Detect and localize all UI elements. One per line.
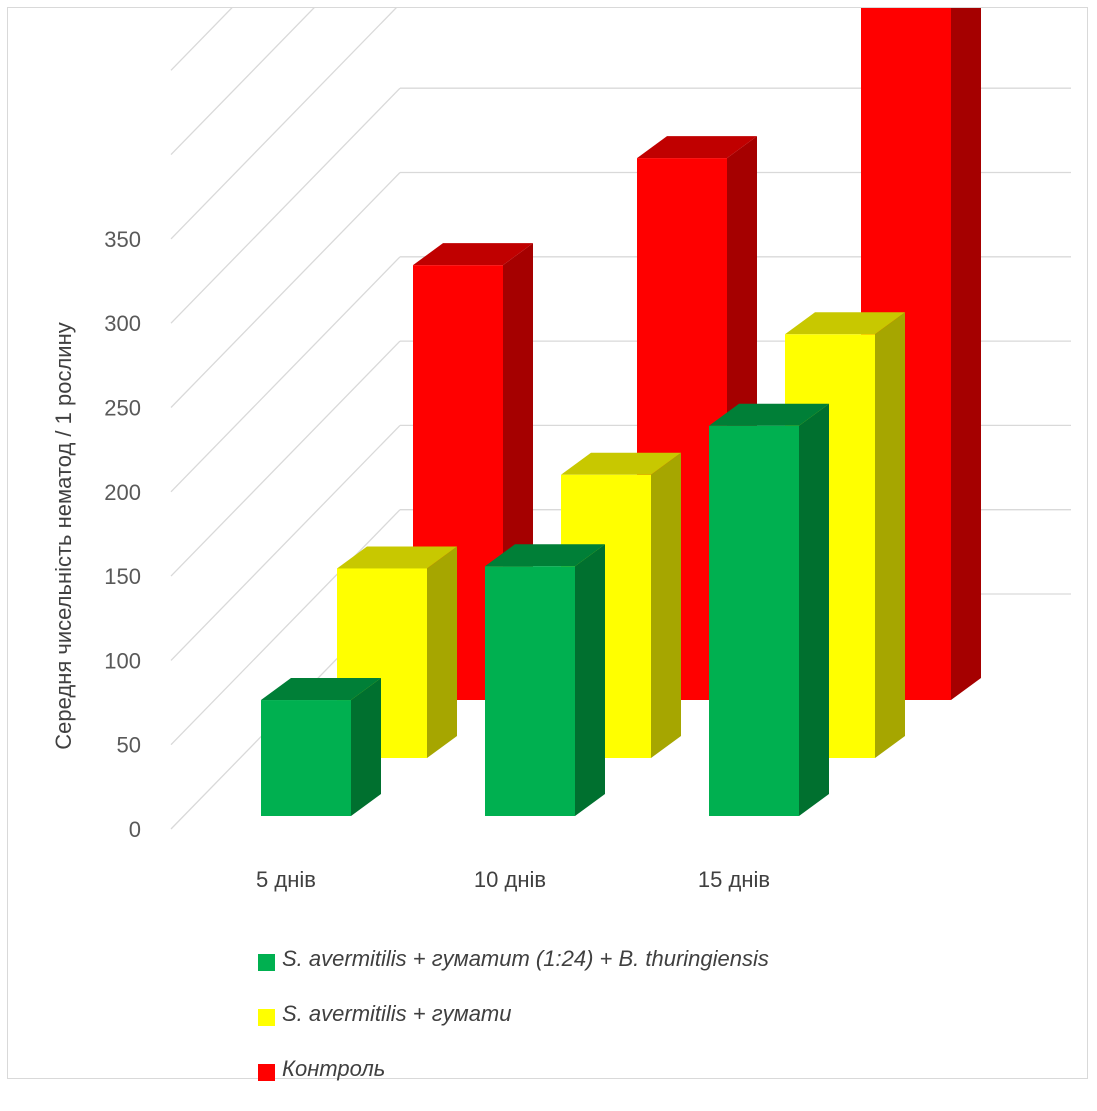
y-tick-label: 50 — [117, 733, 141, 758]
gridline-diagonal — [170, 87, 401, 324]
bar-s2-c2-side — [651, 452, 681, 758]
legend-swatch-series-3 — [258, 1064, 275, 1081]
y-tick-label: 0 — [129, 817, 141, 842]
legend-label-series-3: Контроль — [282, 1056, 386, 1081]
bar-s2-c1-side — [427, 546, 457, 758]
legend-swatch-series-2 — [258, 1009, 275, 1026]
bar-s3-c1-top — [413, 243, 533, 266]
bar-s1-c1-top — [261, 678, 381, 701]
bar-s1-c3 — [709, 425, 799, 816]
chart-frame: 0 50 100 150 200 250 300 350 Середня чисельність… — [7, 7, 1088, 1081]
x-tick-label: 10 днів — [474, 867, 546, 892]
legend-label-series-1: S. avermitilis + гуматит (1:24) + B. thu… — [282, 946, 769, 971]
bar-s1-c2-side — [575, 544, 605, 816]
bar-s2-c3-top — [785, 312, 905, 335]
bar-s1-c3-side — [799, 403, 829, 816]
gridline-diagonal — [170, 340, 401, 577]
gridline-diagonal — [170, 8, 315, 156]
bar-s2-c2-top — [561, 452, 681, 475]
gridline-diagonal — [170, 256, 401, 493]
gridline-diagonal — [170, 509, 401, 746]
x-tick-label: 15 днів — [698, 867, 770, 892]
bar-s1-c1 — [261, 700, 351, 816]
chart-svg: 0 50 100 150 200 250 300 350 Середня чисельність… — [51, 8, 1071, 892]
bar-s1-c1-side — [351, 678, 381, 816]
bar-s2-c3-side — [875, 312, 905, 758]
bar-s1-c2 — [485, 566, 575, 816]
bar-s1-c2-top — [485, 544, 605, 567]
bar-s1-c3-top — [709, 403, 829, 426]
y-tick-label: 250 — [104, 396, 141, 421]
y-tick-label: 100 — [104, 648, 141, 673]
y-tick-label: 150 — [104, 564, 141, 589]
gridline-diagonal — [170, 8, 397, 240]
y-tick-label: 350 — [104, 227, 141, 252]
legend-swatch-series-1 — [258, 954, 275, 971]
bar-s2-c1-top — [337, 546, 457, 569]
bar-s3-c3-side — [951, 8, 981, 700]
y-axis-title: Середня чисельність нематод / 1 рослину — [51, 322, 76, 749]
gridline-diagonal — [170, 424, 401, 661]
bar-s3-c2-top — [637, 136, 757, 159]
legend-label-series-2: S. avermitilis + гумати — [282, 1001, 512, 1026]
gridline-diagonal — [170, 8, 233, 71]
x-tick-label: 5 днів — [256, 867, 316, 892]
y-tick-label: 300 — [104, 311, 141, 336]
gridline-diagonal — [170, 172, 401, 408]
y-tick-label: 200 — [104, 480, 141, 505]
